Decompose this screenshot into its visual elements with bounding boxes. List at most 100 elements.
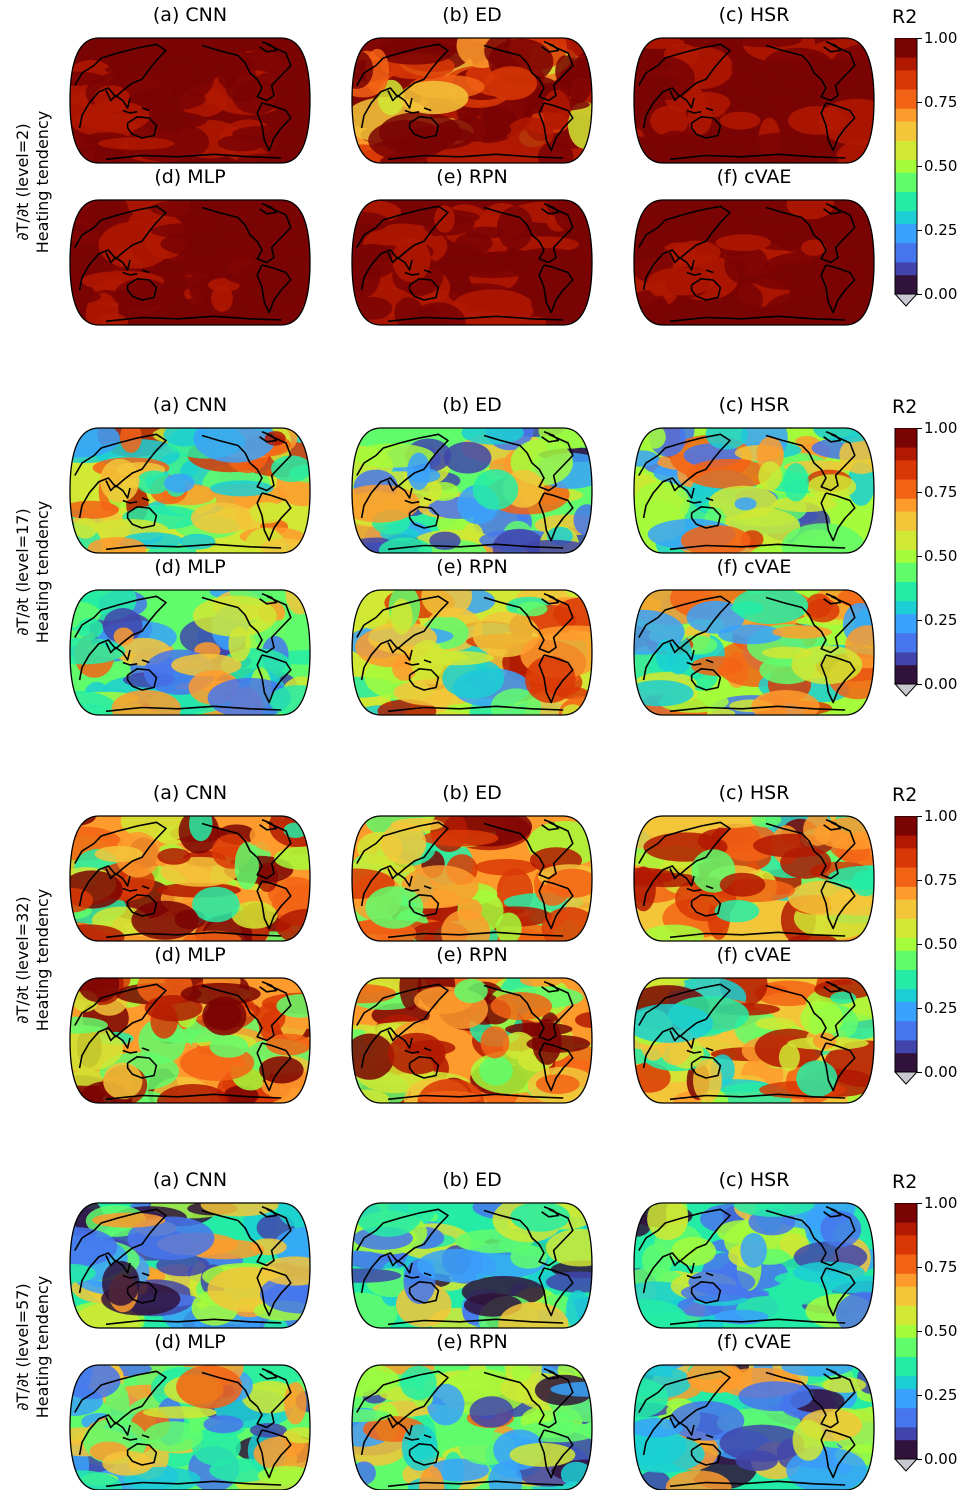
colorbar-step [895, 678, 917, 685]
colorbar-step [895, 185, 917, 192]
row-label: ∂T/∂t (level=2)Heating tendency [8, 38, 58, 325]
colorbar-step [895, 848, 917, 855]
r2-contour-patch [744, 133, 815, 162]
map-panel: (a) CNN [70, 8, 310, 163]
row-label-text: ∂T/∂t (level=17)Heating tendency [13, 500, 53, 642]
r2-map [634, 200, 874, 325]
colorbar-step [895, 963, 917, 970]
r2-contour-patch [235, 842, 259, 890]
r2-contour-patch [720, 1425, 805, 1462]
colorbar-step [895, 211, 917, 218]
colorbar-step [895, 1305, 917, 1312]
r2-contour-patch [851, 870, 879, 896]
r2-contour-patch [807, 474, 856, 499]
colorbar-step [895, 83, 917, 90]
colorbar-step [895, 1440, 917, 1447]
colorbar-step [895, 1414, 917, 1421]
colorbar-label: R2 [892, 396, 917, 418]
r2-map [352, 200, 592, 325]
colorbar-step [895, 816, 917, 823]
panel-title: (a) CNN [70, 782, 310, 804]
colorbar-tick-mark [917, 684, 922, 685]
colorbar-step [895, 89, 917, 96]
r2-contour-patch [772, 625, 832, 638]
colorbar-step [895, 288, 917, 295]
r2-contour-patch [274, 308, 337, 325]
r2-contour-patch [643, 425, 666, 449]
map-panel: (d) MLP [70, 1335, 310, 1490]
r2-contour-patch [176, 1365, 242, 1408]
colorbar-step [895, 1427, 917, 1434]
colorbar-step [895, 1248, 917, 1255]
r2-contour-patch [340, 252, 381, 299]
panel-title: (b) ED [352, 1169, 592, 1191]
row-label: ∂T/∂t (level=32)Heating tendency [8, 816, 58, 1103]
r2-contour-patch [735, 497, 757, 510]
figure-block: ∂T/∂t (level=57)Heating tendency(a) CNN(… [0, 1165, 974, 1481]
r2-contour-patch [751, 812, 781, 828]
map-panel: (e) RPN [352, 170, 592, 325]
r2-contour-patch [105, 63, 190, 76]
colorbar-under-extension [895, 1072, 917, 1084]
colorbar-step [895, 140, 917, 147]
colorbar-step [895, 912, 917, 919]
panel-title: (f) cVAE [634, 166, 874, 188]
colorbar-step [895, 652, 917, 659]
r2-map [70, 200, 310, 325]
colorbar-tick-mark [917, 1395, 922, 1396]
colorbar-step [895, 1318, 917, 1325]
colorbar-step [895, 835, 917, 842]
colorbar-tick-mark [917, 880, 922, 881]
r2-contour-patch [688, 1269, 755, 1296]
colorbar-step [895, 1325, 917, 1332]
map-panel: (c) HSR [634, 398, 874, 553]
colorbar-step [895, 76, 917, 83]
colorbar-step [895, 906, 917, 913]
colorbar-step [895, 1389, 917, 1396]
colorbar-step [895, 281, 917, 288]
r2-contour-patch [276, 909, 340, 945]
colorbar-step [895, 575, 917, 582]
colorbar-step [895, 582, 917, 589]
map-panel: (d) MLP [70, 170, 310, 325]
colorbar-tick-label: 0.50 [924, 1322, 957, 1340]
colorbar-step [895, 1273, 917, 1280]
map-panel: (d) MLP [70, 560, 310, 715]
colorbar-step [895, 944, 917, 951]
colorbar-step [895, 957, 917, 964]
r2-contour-patch [536, 1074, 580, 1094]
colorbar-step [895, 1395, 917, 1402]
r2-contour-patch [157, 1084, 229, 1120]
colorbar-step [895, 1059, 917, 1066]
colorbar-step [895, 537, 917, 544]
r2-contour-patch [822, 1377, 866, 1393]
colorbar-step [895, 1453, 917, 1460]
map-panel: (a) CNN [70, 398, 310, 553]
colorbar-label: R2 [892, 784, 917, 806]
r2-map [70, 590, 310, 715]
colorbar-step [895, 1034, 917, 1041]
r2-contour-patch [355, 1191, 422, 1237]
colorbar-step [895, 931, 917, 938]
r2-contour-patch [277, 1189, 315, 1227]
r2-contour-patch [681, 525, 751, 556]
colorbar-tick-mark [917, 294, 922, 295]
r2-contour-patch [715, 900, 760, 922]
colorbar-step [895, 268, 917, 275]
colorbar-tick-mark [917, 944, 922, 945]
r2-contour-patch [718, 625, 783, 645]
colorbar-tick-mark [917, 1267, 922, 1268]
map-panel: (f) cVAE [634, 948, 874, 1103]
panel-title: (a) CNN [70, 394, 310, 416]
r2-contour-patch [716, 234, 771, 251]
colorbar-step [895, 995, 917, 1002]
r2-contour-patch [720, 112, 761, 130]
colorbar-tick-label: 0.50 [924, 157, 957, 175]
colorbar-step [895, 607, 917, 614]
r2-contour-patch [400, 1366, 437, 1400]
r2-contour-patch [620, 1212, 652, 1237]
colorbar-step [895, 1261, 917, 1268]
colorbar-step [895, 134, 917, 141]
colorbar-tick-mark [917, 166, 922, 167]
panel-title: (d) MLP [70, 944, 310, 966]
